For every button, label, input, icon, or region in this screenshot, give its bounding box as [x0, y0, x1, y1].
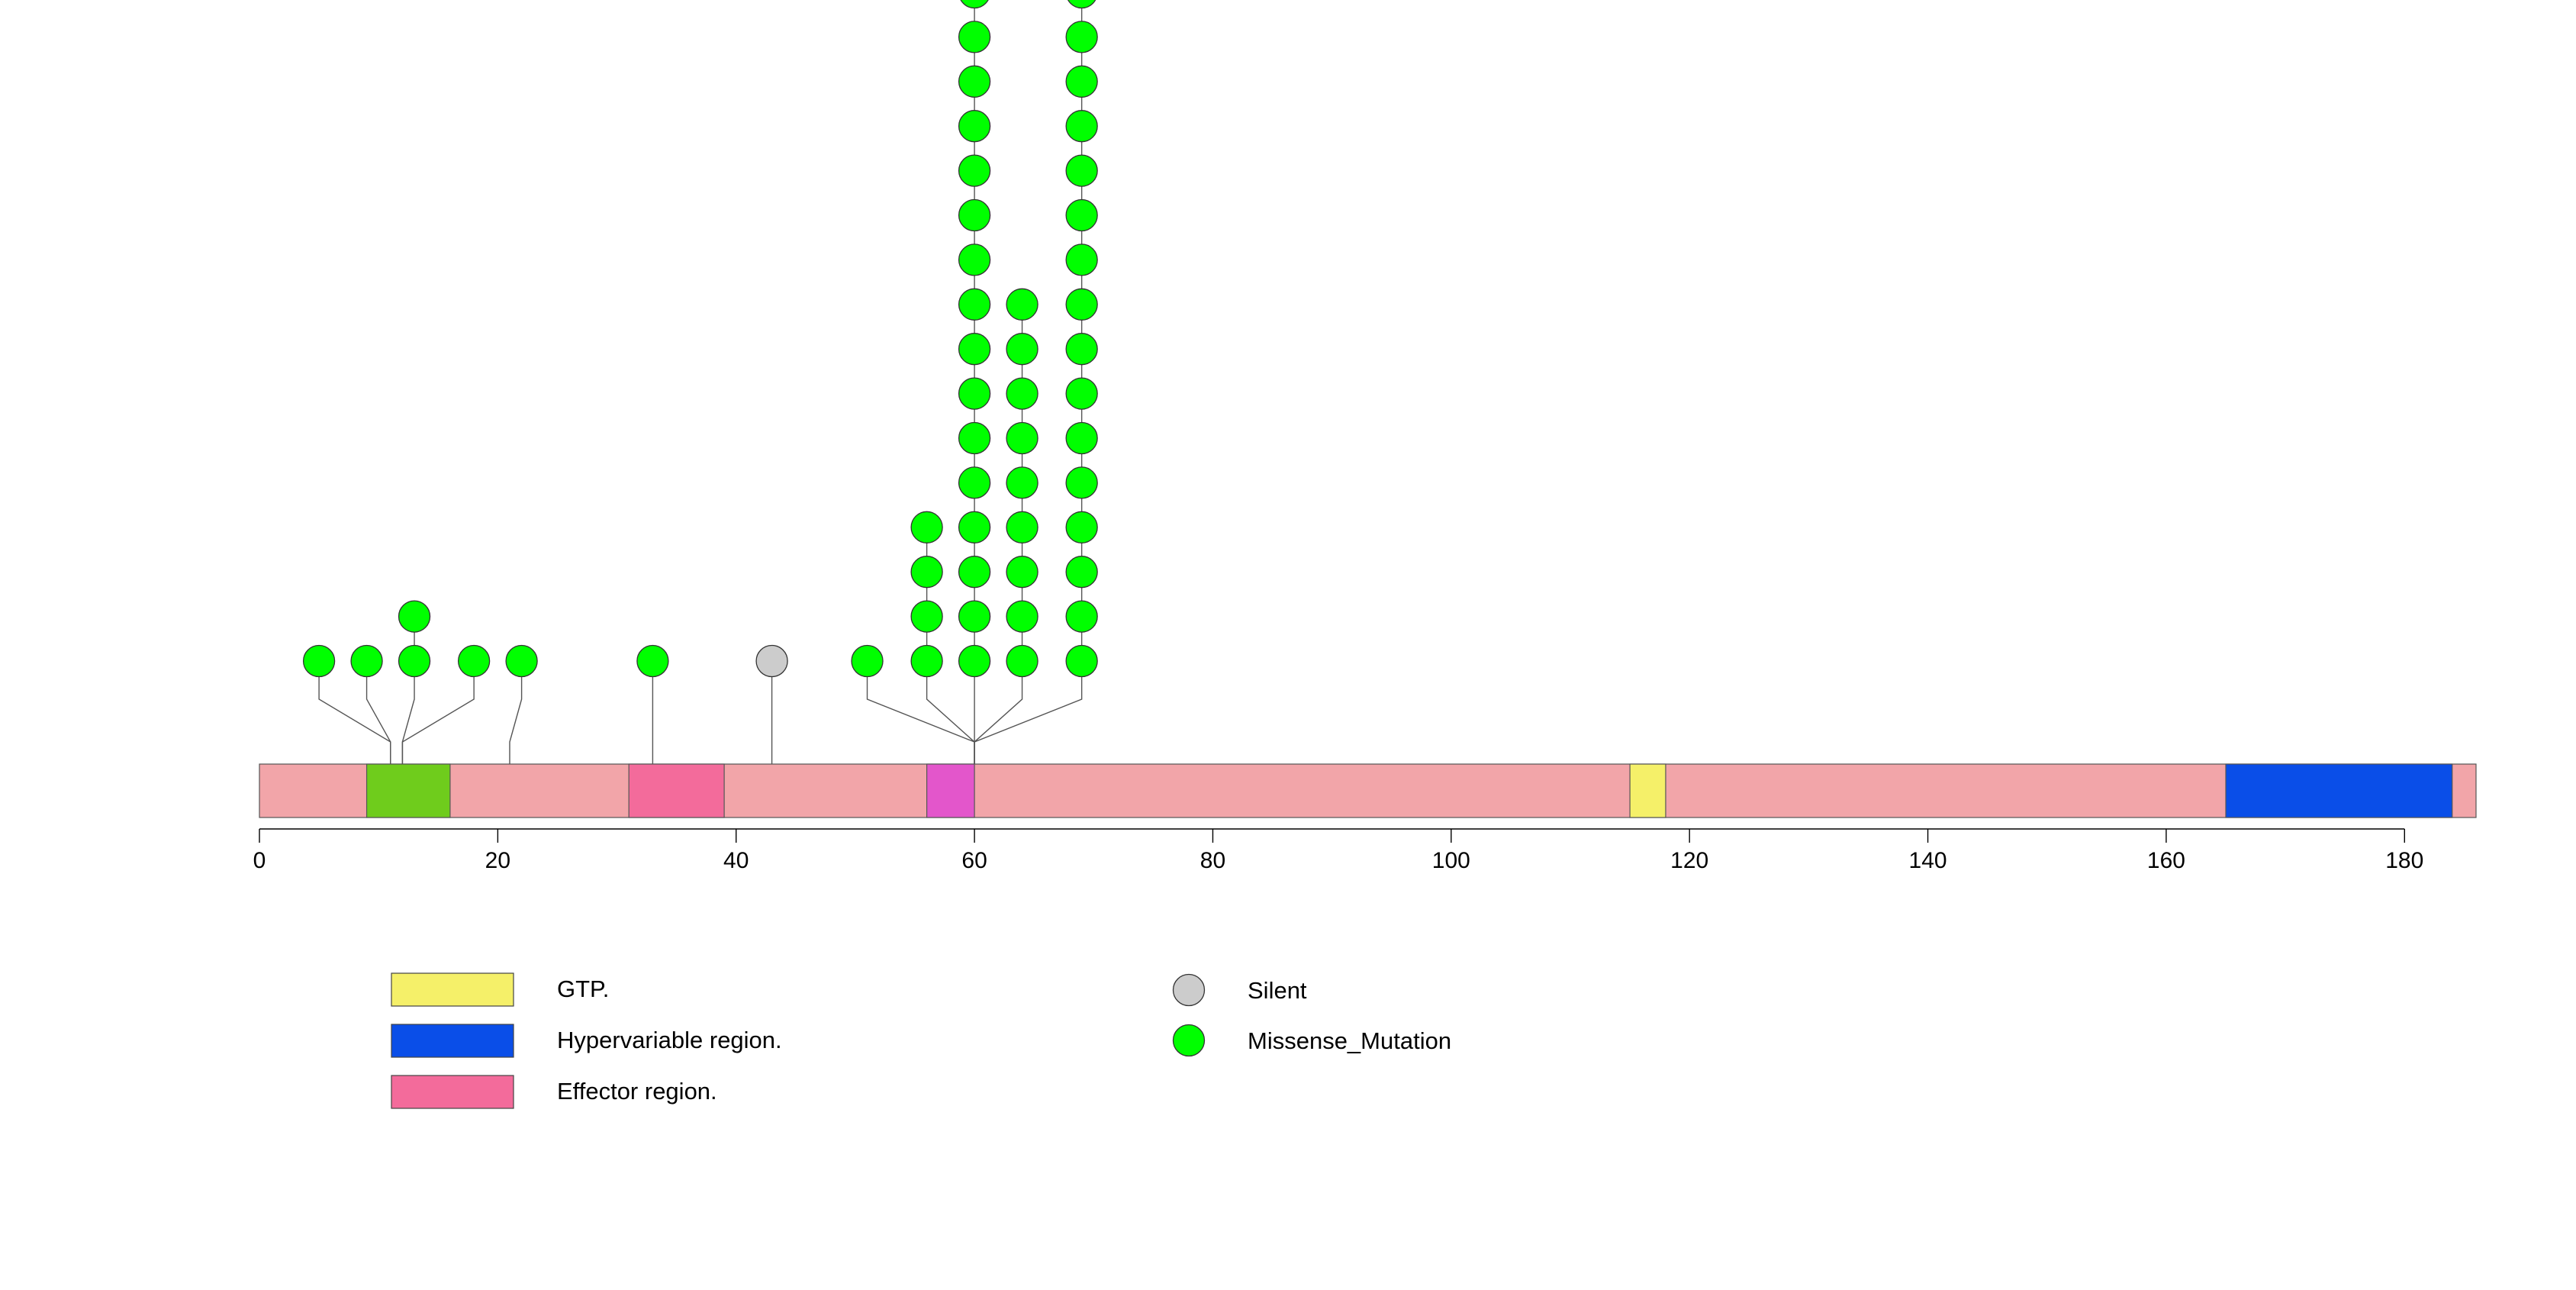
mutation-point-60-12 [958, 154, 991, 187]
mutation-point-60-4 [958, 511, 991, 543]
mutation-point-60-5 [958, 466, 991, 499]
mutation-point-64-1 [1006, 644, 1038, 678]
mutation-point-69-14 [1065, 65, 1098, 98]
mutation-point-60-2 [958, 600, 991, 633]
legend-label-domain-2: Effector region. [557, 1078, 717, 1105]
x-tick-label-80: 80 [1200, 848, 1225, 873]
legend-label-domain-0: GTP. [557, 976, 609, 1002]
legend-swatch-1 [391, 1024, 514, 1058]
mutation-point-56-4 [910, 511, 943, 543]
mutation-point-69-11 [1065, 198, 1098, 232]
x-tick-label-20: 20 [485, 848, 510, 873]
legend-marker-1 [1172, 1024, 1206, 1057]
mutation-point-60-9 [958, 288, 991, 321]
mutation-circles [302, 0, 1098, 678]
mutation-point-22-1 [505, 644, 538, 678]
legend-label-mutation-1: Missense_Mutation [1248, 1027, 1451, 1054]
mutation-point-56-1 [910, 644, 943, 678]
mutation-point-69-16 [1067, 0, 1096, 9]
mutation-point-60-13 [958, 110, 991, 143]
mutation-point-60-14 [958, 65, 991, 98]
mutation-point-5-1 [302, 644, 336, 678]
mutation-point-56-3 [910, 556, 943, 589]
backbone-bar [259, 763, 2477, 818]
mutation-point-69-8 [1065, 333, 1098, 366]
mutation-point-9-1 [350, 644, 383, 678]
mutation-point-64-4 [1006, 511, 1038, 543]
mutation-point-69-15 [1065, 21, 1098, 53]
mutation-point-64-5 [1006, 466, 1038, 499]
mutation-point-43-1 [755, 644, 788, 678]
mutation-point-69-3 [1065, 556, 1098, 589]
domain-gtp-region [1629, 763, 1666, 818]
mutation-point-18-1 [457, 644, 491, 678]
legend-marker-0 [1172, 973, 1206, 1007]
mutation-point-69-7 [1065, 377, 1098, 410]
x-tick-label-100: 100 [1432, 848, 1470, 873]
mutation-point-69-10 [1065, 243, 1098, 276]
x-axis: 0 20 40 60 80 100 120 140 160 180 [253, 828, 2423, 873]
mutation-point-64-6 [1006, 421, 1038, 455]
mutation-point-69-12 [1065, 154, 1098, 187]
mutation-point-60-3 [958, 556, 991, 589]
mutation-point-69-6 [1065, 421, 1098, 455]
mutation-point-69-1 [1065, 644, 1098, 678]
domain-hypervariable-region [2225, 763, 2453, 818]
x-tick-label-140: 140 [1909, 848, 1947, 873]
mutation-point-60-16 [960, 0, 989, 9]
mutation-point-64-2 [1006, 600, 1038, 633]
stem-69 [974, 0, 1083, 818]
mutation-point-60-10 [958, 243, 991, 276]
x-tick-label-0: 0 [253, 848, 266, 873]
mutation-point-69-2 [1065, 600, 1098, 633]
mutation-point-69-13 [1065, 110, 1098, 143]
mutation-point-60-8 [958, 333, 991, 366]
x-tick-label-160: 160 [2147, 848, 2185, 873]
x-tick-label-180: 180 [2385, 848, 2423, 873]
mutation-point-60-1 [958, 644, 991, 678]
mutation-point-64-7 [1006, 377, 1038, 410]
mutation-point-64-3 [1006, 556, 1038, 589]
mutation-point-60-11 [958, 198, 991, 232]
domain-effector-region [628, 763, 725, 818]
x-tick-label-40: 40 [723, 848, 749, 873]
legend: GTP. Hypervariable region. Effector region… [391, 972, 1451, 1109]
legend-swatch-2 [391, 1075, 514, 1109]
mutation-point-33-1 [636, 644, 669, 678]
legend-label-mutation-0: Silent [1248, 977, 1307, 1004]
mutation-point-64-8 [1006, 333, 1038, 366]
mutation-point-60-6 [958, 421, 991, 455]
mutation-point-69-9 [1065, 288, 1098, 321]
mutation-point-69-4 [1065, 511, 1098, 543]
domain-green-region [365, 763, 451, 818]
mutation-point-60-15 [958, 21, 991, 53]
mutation-point-56-2 [910, 600, 943, 633]
mutation-point-13-1 [398, 644, 431, 678]
mutation-point-51-1 [851, 644, 884, 678]
domain-magenta-region [926, 763, 975, 818]
protein-backbone [259, 763, 2477, 818]
mutation-point-64-9 [1006, 288, 1038, 321]
mutation-point-69-5 [1065, 466, 1098, 499]
legend-label-domain-1: Hypervariable region. [557, 1027, 782, 1053]
mutation-point-13-2 [398, 600, 431, 633]
legend-swatch-0 [391, 972, 514, 1007]
x-tick-label-120: 120 [1670, 848, 1708, 873]
mutation-point-60-7 [958, 377, 991, 410]
x-tick-label-60: 60 [961, 848, 987, 873]
